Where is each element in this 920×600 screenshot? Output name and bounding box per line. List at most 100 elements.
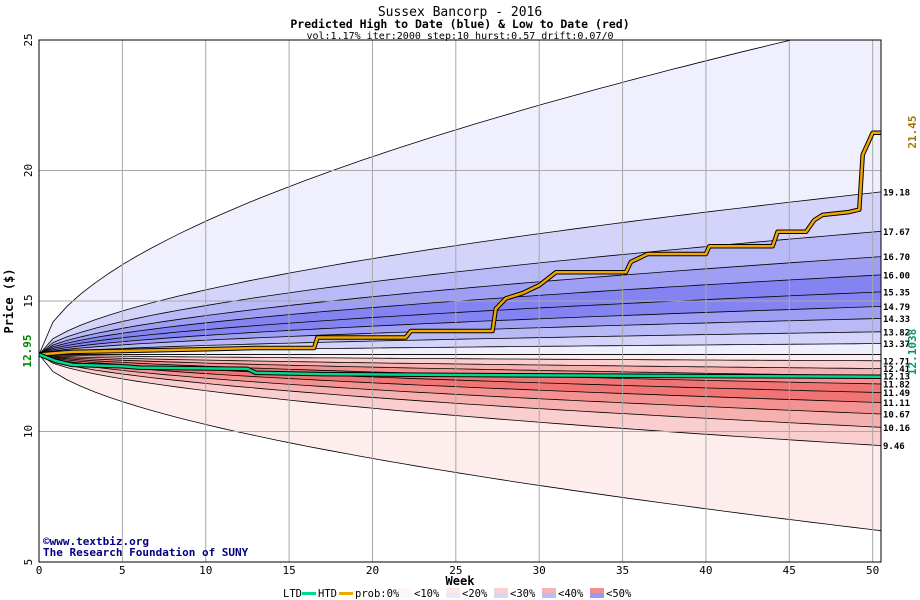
low-quantile-line-3: [39, 354, 881, 377]
high-band-1: [39, 191, 881, 355]
quantile-label: 11.82: [883, 380, 910, 390]
high-quantile-line-5: [39, 291, 881, 355]
high-quantile-line-1: [39, 191, 881, 355]
high-band-9: [39, 343, 881, 355]
quantile-label: 19.18: [883, 188, 910, 198]
high-quantile-line-2: [39, 230, 881, 355]
quantile-label: 16.70: [883, 253, 910, 263]
legend-htd-swatch: [339, 592, 353, 595]
legend-swatch-blue: [398, 593, 412, 598]
low-band-2: [39, 354, 881, 376]
x-tick-label: 20: [366, 564, 379, 577]
quantile-labels: 19.18 17.67 16.70 16.00 15.35 14.79 14.33 13.82…: [883, 188, 910, 452]
legend-item-label: <30%: [510, 588, 536, 600]
legend-item-label: <40%: [558, 588, 584, 600]
legend-htd-label: HTD: [318, 588, 337, 600]
chart-params: vol:1.17% iter:2000 step:10 hurst:0.57 d…: [306, 31, 613, 42]
quantile-label: 10.16: [883, 424, 910, 434]
quantile-label: 14.79: [883, 303, 910, 313]
x-tick-label: 15: [282, 564, 295, 577]
plot-frame: [38, 39, 882, 563]
quantile-label: 12.13: [883, 372, 910, 382]
high-quantile-line-3: [39, 256, 881, 355]
x-tick-label: 35: [616, 564, 629, 577]
x-tick-label: 0: [36, 564, 43, 577]
legend-ltd-label: LTD: [283, 588, 302, 600]
low-quantile-line-1: [39, 354, 881, 362]
quantile-label: 17.67: [883, 228, 910, 238]
x-tick-label: 25: [449, 564, 462, 577]
legend-swatch-red: [590, 588, 604, 593]
legend-swatch-blue: [446, 593, 460, 598]
low-quantile-line-6: [39, 354, 881, 403]
credit-org: The Research Foundation of SUNY: [43, 546, 249, 559]
x-tick-label: 5: [119, 564, 126, 577]
x-tick-label: 40: [699, 564, 712, 577]
y-tick-label: 5: [22, 559, 35, 566]
high-band-7: [39, 318, 881, 355]
htd-last-label: 21.45: [906, 115, 919, 148]
legend-item-label: <10%: [414, 588, 440, 600]
chart-subtitle: Predicted High to Date (blue) & Low to D…: [290, 17, 629, 31]
y-tick-label: 15: [22, 294, 35, 307]
quantile-label: 16.00: [883, 271, 910, 281]
low-quantile-line-2: [39, 354, 881, 369]
high-band-5: [39, 291, 881, 355]
low-quantile-line-8: [39, 354, 881, 428]
x-tick-label: 45: [783, 564, 796, 577]
legend-ltd-swatch: [302, 592, 316, 595]
high-quantile-line-6: [39, 306, 881, 355]
high-band-4: [39, 274, 881, 355]
quantile-label: 12.71: [883, 357, 910, 367]
ltd-last-label: 12.1038: [906, 329, 919, 375]
quantile-label: 13.82: [883, 328, 910, 338]
quantile-label: 12.41: [883, 365, 910, 375]
legend-item-label: <50%: [606, 588, 632, 600]
x-tick-label: 50: [866, 564, 879, 577]
high-band-3: [39, 256, 881, 355]
start-price-label: 12.95: [21, 334, 34, 367]
legend-swatch-red: [398, 588, 412, 593]
x-axis-title: Week: [446, 574, 476, 588]
x-tick-label: 10: [199, 564, 212, 577]
legend-swatch-blue: [494, 593, 508, 598]
high-quantile-line-8: [39, 331, 881, 355]
low-band-7: [39, 354, 881, 428]
low-band-1: [39, 354, 881, 369]
chart-title: Sussex Bancorp - 2016: [378, 5, 542, 20]
legend-item-label: <20%: [462, 588, 488, 600]
quantile-label: 14.33: [883, 315, 910, 325]
high-band-2: [39, 231, 881, 355]
htd-line: [39, 131, 881, 356]
y-tick-label: 10: [22, 425, 35, 438]
high-band-6: [39, 306, 881, 355]
quantile-label: 11.49: [883, 389, 910, 399]
y-tick-label: 25: [22, 33, 35, 46]
high-quantile-line-0: [39, 40, 794, 355]
grid-lines: [39, 40, 881, 562]
low-band-8: [39, 354, 881, 446]
y-axis-title: Price ($): [2, 268, 16, 333]
high-band-0: [39, 40, 881, 355]
probability-bands: [39, 40, 881, 532]
low-band-9: [39, 354, 881, 531]
ltd-line: [39, 353, 881, 378]
quantile-label: 9.46: [883, 442, 905, 452]
series-lines: [39, 130, 881, 379]
quantile-label: 10.67: [883, 411, 910, 421]
low-quantile-line-9: [39, 354, 881, 446]
low-quantile-line-10: [39, 354, 881, 532]
quantile-label: 15.35: [883, 288, 910, 298]
x-tick-label: 30: [533, 564, 546, 577]
legend-swatch-blue: [590, 593, 604, 598]
low-band-5: [39, 354, 881, 403]
legend-swatch-blue: [542, 593, 556, 598]
legend-swatch-red: [542, 588, 556, 593]
legend-prob-prefix: prob:0%: [355, 588, 400, 600]
y-tick-label: 20: [22, 164, 35, 177]
legend-swatch-red: [446, 588, 460, 593]
legend-swatch-red: [494, 588, 508, 593]
quantile-label: 13.37: [883, 340, 910, 350]
